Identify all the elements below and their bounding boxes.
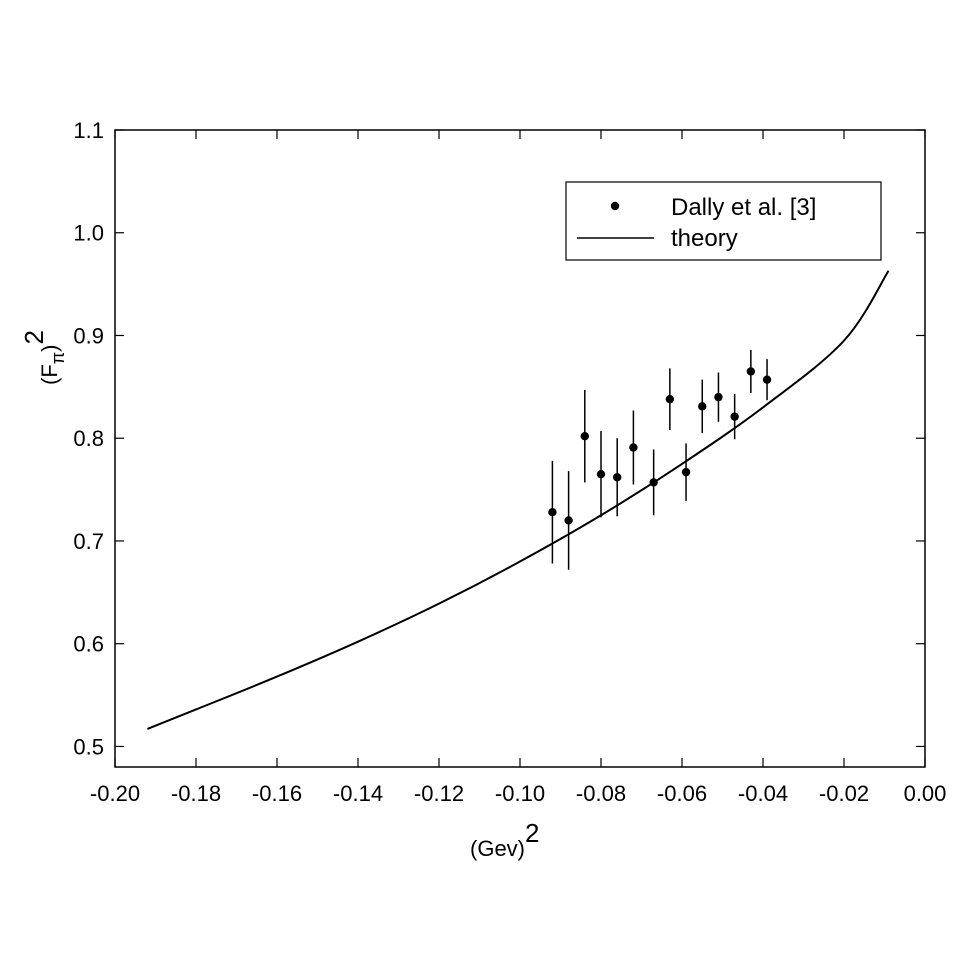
data-points	[548, 349, 772, 570]
data-point	[714, 392, 723, 402]
y-tick-label: 0.9	[73, 323, 104, 348]
data-point	[613, 473, 622, 482]
x-tick-label: -0.10	[495, 781, 545, 806]
theory-curve	[147, 270, 890, 730]
y-axis-title: (Fπ)2	[19, 330, 68, 385]
y-tick-label: 0.5	[73, 734, 104, 759]
y-tick-label: 0.7	[73, 529, 104, 554]
data-point	[730, 412, 739, 421]
y-tick-label: 0.8	[73, 426, 104, 451]
x-tick-label: -0.08	[576, 781, 626, 806]
x-axis-title: (Gev)2	[470, 818, 539, 861]
y-tick-label: 1.1	[73, 118, 104, 143]
legend-box	[565, 181, 882, 261]
x-axis: -0.20 -0.18 -0.16 -0.14 -0.12 -0.10 -0.08 -0.06…	[90, 130, 946, 806]
data-point	[649, 478, 658, 487]
legend-marker-data	[610, 201, 620, 211]
legend-label-data: Dally et al. [3]	[671, 194, 816, 221]
x-tick-label: -0.16	[252, 781, 302, 806]
data-point	[629, 443, 638, 452]
legend: Dally et al. [3] theory	[565, 181, 882, 261]
data-point	[596, 469, 606, 479]
data-point	[698, 402, 707, 411]
data-point	[548, 508, 557, 517]
data-point	[564, 516, 573, 525]
x-tick-label: 0.00	[904, 781, 947, 806]
x-tick-label: -0.14	[333, 781, 383, 806]
data-point	[762, 375, 772, 384]
x-tick-label: -0.06	[657, 781, 707, 806]
legend-label-theory: theory	[671, 225, 738, 252]
x-tick-label: -0.18	[171, 781, 221, 806]
y-axis: 0.5 0.6 0.7 0.8 0.9 1.0 1.1	[73, 118, 925, 759]
data-point	[665, 394, 675, 404]
data-point	[681, 467, 691, 477]
y-tick-label: 0.6	[73, 632, 104, 657]
x-tick-label: -0.20	[90, 781, 140, 806]
x-tick-label: -0.02	[819, 781, 869, 806]
y-tick-label: 1.0	[73, 221, 104, 246]
data-point	[580, 431, 589, 441]
x-tick-label: -0.12	[414, 781, 464, 806]
x-tick-label: -0.04	[738, 781, 788, 806]
data-point	[746, 367, 756, 376]
